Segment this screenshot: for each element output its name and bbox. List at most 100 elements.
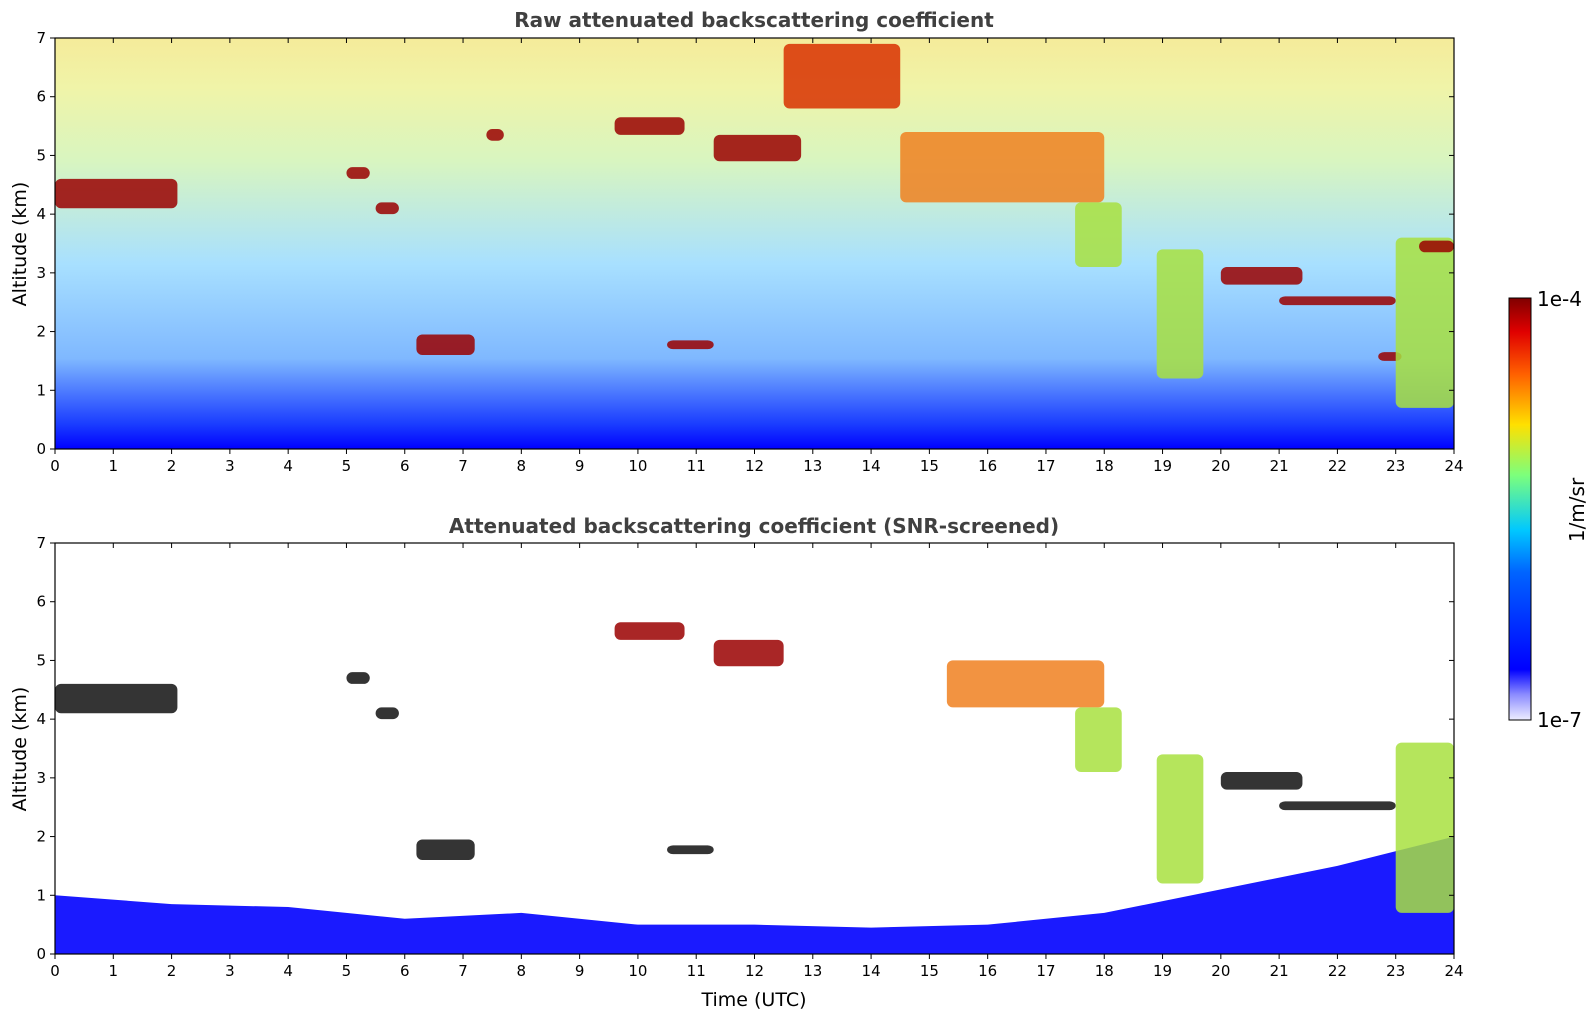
panel-raw-backscatter: Raw attenuated backscattering coefficien… [9, 8, 1464, 475]
x-tick-label: 22 [1328, 457, 1347, 475]
y-tick-label: 2 [36, 828, 46, 846]
cloud-layer [614, 622, 685, 640]
x-tick-label: 7 [458, 962, 468, 980]
bottom-x-ticks: 0 1 2 3 4 5 6 7 8 9 10 11 12 13 14 15 16 17 18 19 20 21 22 23 24 [50, 543, 1464, 980]
cloud-layer [416, 334, 475, 356]
cloud-layer [1220, 266, 1303, 285]
colorbar-unit-label: 1/m/sr [1565, 477, 1589, 542]
bottom-y-label: Altitude (km) [9, 687, 31, 812]
cloud-layer [55, 683, 178, 714]
bottom-title: Attenuated backscattering coefficient (S… [449, 514, 1059, 538]
x-tick-label: 13 [803, 457, 822, 475]
x-tick-label: 21 [1270, 962, 1289, 980]
x-tick-label: 4 [283, 457, 293, 475]
x-tick-label: 20 [1211, 962, 1230, 980]
x-tick-label: 23 [1386, 457, 1405, 475]
y-tick-label: 1 [36, 381, 46, 399]
x-tick-label: 1 [109, 457, 119, 475]
y-tick-label: 7 [36, 534, 46, 552]
cloud-layer [1156, 249, 1204, 379]
x-tick-label: 14 [862, 457, 881, 475]
cloud-layer [713, 639, 784, 667]
x-tick-label: 2 [167, 962, 177, 980]
x-tick-label: 19 [1153, 457, 1172, 475]
bottom-features [55, 622, 1454, 913]
cloud-layer [1279, 296, 1396, 306]
cloud-layer [1395, 742, 1454, 913]
x-tick-label: 4 [283, 962, 293, 980]
top-title: Raw attenuated backscattering coefficien… [514, 8, 994, 32]
cloud-layer [614, 117, 685, 135]
cloud-layer [486, 129, 504, 141]
y-tick-label: 6 [36, 593, 46, 611]
x-tick-label: 22 [1328, 962, 1347, 980]
panel-snr-screened: Attenuated backscattering coefficient (S… [9, 514, 1464, 1011]
x-tick-label: 18 [1095, 457, 1114, 475]
x-tick-label: 3 [225, 457, 235, 475]
x-tick-label: 20 [1211, 457, 1230, 475]
colorbar: 1e-4 1e-7 1/m/sr [1508, 287, 1589, 732]
y-tick-label: 5 [36, 651, 46, 669]
x-tick-label: 5 [342, 457, 352, 475]
cloud-layer [1075, 202, 1122, 267]
x-tick-label: 7 [458, 457, 468, 475]
x-tick-label: 12 [745, 457, 764, 475]
x-tick-label: 5 [342, 962, 352, 980]
x-tick-label: 11 [687, 457, 706, 475]
raw-background-field [55, 38, 1454, 449]
cloud-layer [713, 134, 802, 162]
x-tick-label: 9 [575, 457, 585, 475]
colorbar-max-label: 1e-4 [1537, 287, 1582, 311]
cloud-layer [667, 340, 714, 350]
y-tick-label: 0 [36, 440, 46, 458]
y-tick-label: 6 [36, 88, 46, 106]
screened-background [55, 543, 1454, 954]
y-tick-label: 3 [36, 769, 46, 787]
x-tick-label: 0 [50, 457, 60, 475]
x-tick-label: 18 [1095, 962, 1114, 980]
x-tick-label: 10 [628, 962, 647, 980]
x-axis-label: Time (UTC) [700, 989, 806, 1011]
y-tick-label: 3 [36, 264, 46, 282]
cloud-layer [346, 167, 370, 179]
x-tick-label: 11 [687, 962, 706, 980]
x-tick-label: 8 [517, 457, 527, 475]
cloud-layer [783, 43, 901, 109]
bottom-y-ticks: 0 1 2 3 4 5 6 7 [36, 534, 1454, 963]
x-tick-label: 1 [109, 962, 119, 980]
x-tick-label: 13 [803, 962, 822, 980]
cloud-layer [55, 178, 178, 209]
x-tick-label: 14 [862, 962, 881, 980]
x-tick-label: 17 [1036, 962, 1055, 980]
x-tick-label: 9 [575, 962, 585, 980]
boundary-layer-area [55, 836, 1454, 954]
x-tick-label: 17 [1036, 457, 1055, 475]
x-tick-label: 6 [400, 457, 410, 475]
y-tick-label: 7 [36, 29, 46, 47]
x-tick-label: 15 [920, 962, 939, 980]
top-y-ticks: 0 1 2 3 4 5 6 7 [36, 29, 1454, 458]
cloud-layer [346, 672, 370, 684]
x-tick-label: 23 [1386, 962, 1405, 980]
x-tick-label: 19 [1153, 962, 1172, 980]
y-tick-label: 4 [36, 205, 46, 223]
x-tick-label: 21 [1270, 457, 1289, 475]
cloud-layer [1419, 240, 1454, 253]
x-tick-label: 0 [50, 962, 60, 980]
cloud-layer [667, 845, 714, 855]
x-tick-label: 16 [978, 457, 997, 475]
x-tick-label: 24 [1444, 962, 1463, 980]
x-tick-label: 6 [400, 962, 410, 980]
y-tick-label: 2 [36, 323, 46, 341]
cloud-layer [1378, 352, 1402, 361]
cloud-layer [375, 202, 399, 215]
cloud-layer [416, 839, 475, 861]
cloud-layer [1279, 801, 1396, 811]
x-tick-label: 12 [745, 962, 764, 980]
x-tick-label: 16 [978, 962, 997, 980]
x-tick-label: 8 [517, 962, 527, 980]
top-x-ticks: 0 1 2 3 4 5 6 7 8 9 10 11 12 13 14 15 16 17 18 19 20 21 22 23 24 [50, 38, 1464, 475]
cloud-layer [1395, 237, 1454, 408]
colorbar-min-label: 1e-7 [1537, 708, 1582, 732]
